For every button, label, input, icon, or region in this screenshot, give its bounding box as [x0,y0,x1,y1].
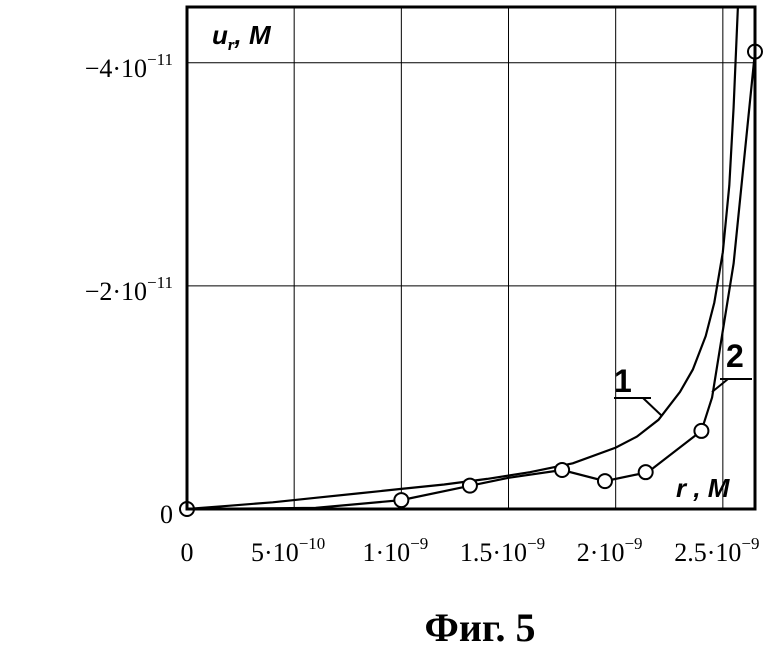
x-tick-label-0: 0 [181,538,194,567]
series-1-line [186,6,739,511]
grid [187,7,755,509]
tick-labels: 0 5·10−10 1·10−9 1.5·10−9 2·10−9 2.5·10−9 0 −2·… [85,50,760,567]
series-1-label-pointer [642,397,663,417]
figure-caption: Фиг. 5 [424,605,535,650]
series-2-point-4 [596,473,613,490]
series-layer [179,6,763,517]
x-tick-label-4: 2·10−9 [577,534,643,567]
y-tick-label-1: −2·10−11 [85,273,173,306]
series-2-point-1 [393,492,410,509]
series-1-label: 1 [614,363,632,399]
series-2-line [186,51,757,511]
x-tick-label-5: 2.5·10−9 [674,534,759,567]
series-2-label: 2 [726,338,744,374]
x-tick-label-1: 5·10−10 [251,534,325,567]
x-axis-label: r , M [676,473,731,503]
y-axis-label: ur, M [212,20,272,54]
series-2-label-pointer [711,378,729,393]
plot-frame [185,5,757,511]
x-tick-label-3: 1.5·10−9 [460,534,545,567]
series-2-point-5 [637,464,654,481]
series-2-point-6 [693,422,710,439]
x-tick-label-2: 1·10−9 [362,534,428,567]
series-2-point-3 [554,461,571,478]
y-tick-label-0: 0 [160,500,173,529]
series-2-point-2 [461,477,478,494]
y-tick-label-2: −4·10−11 [85,50,173,83]
